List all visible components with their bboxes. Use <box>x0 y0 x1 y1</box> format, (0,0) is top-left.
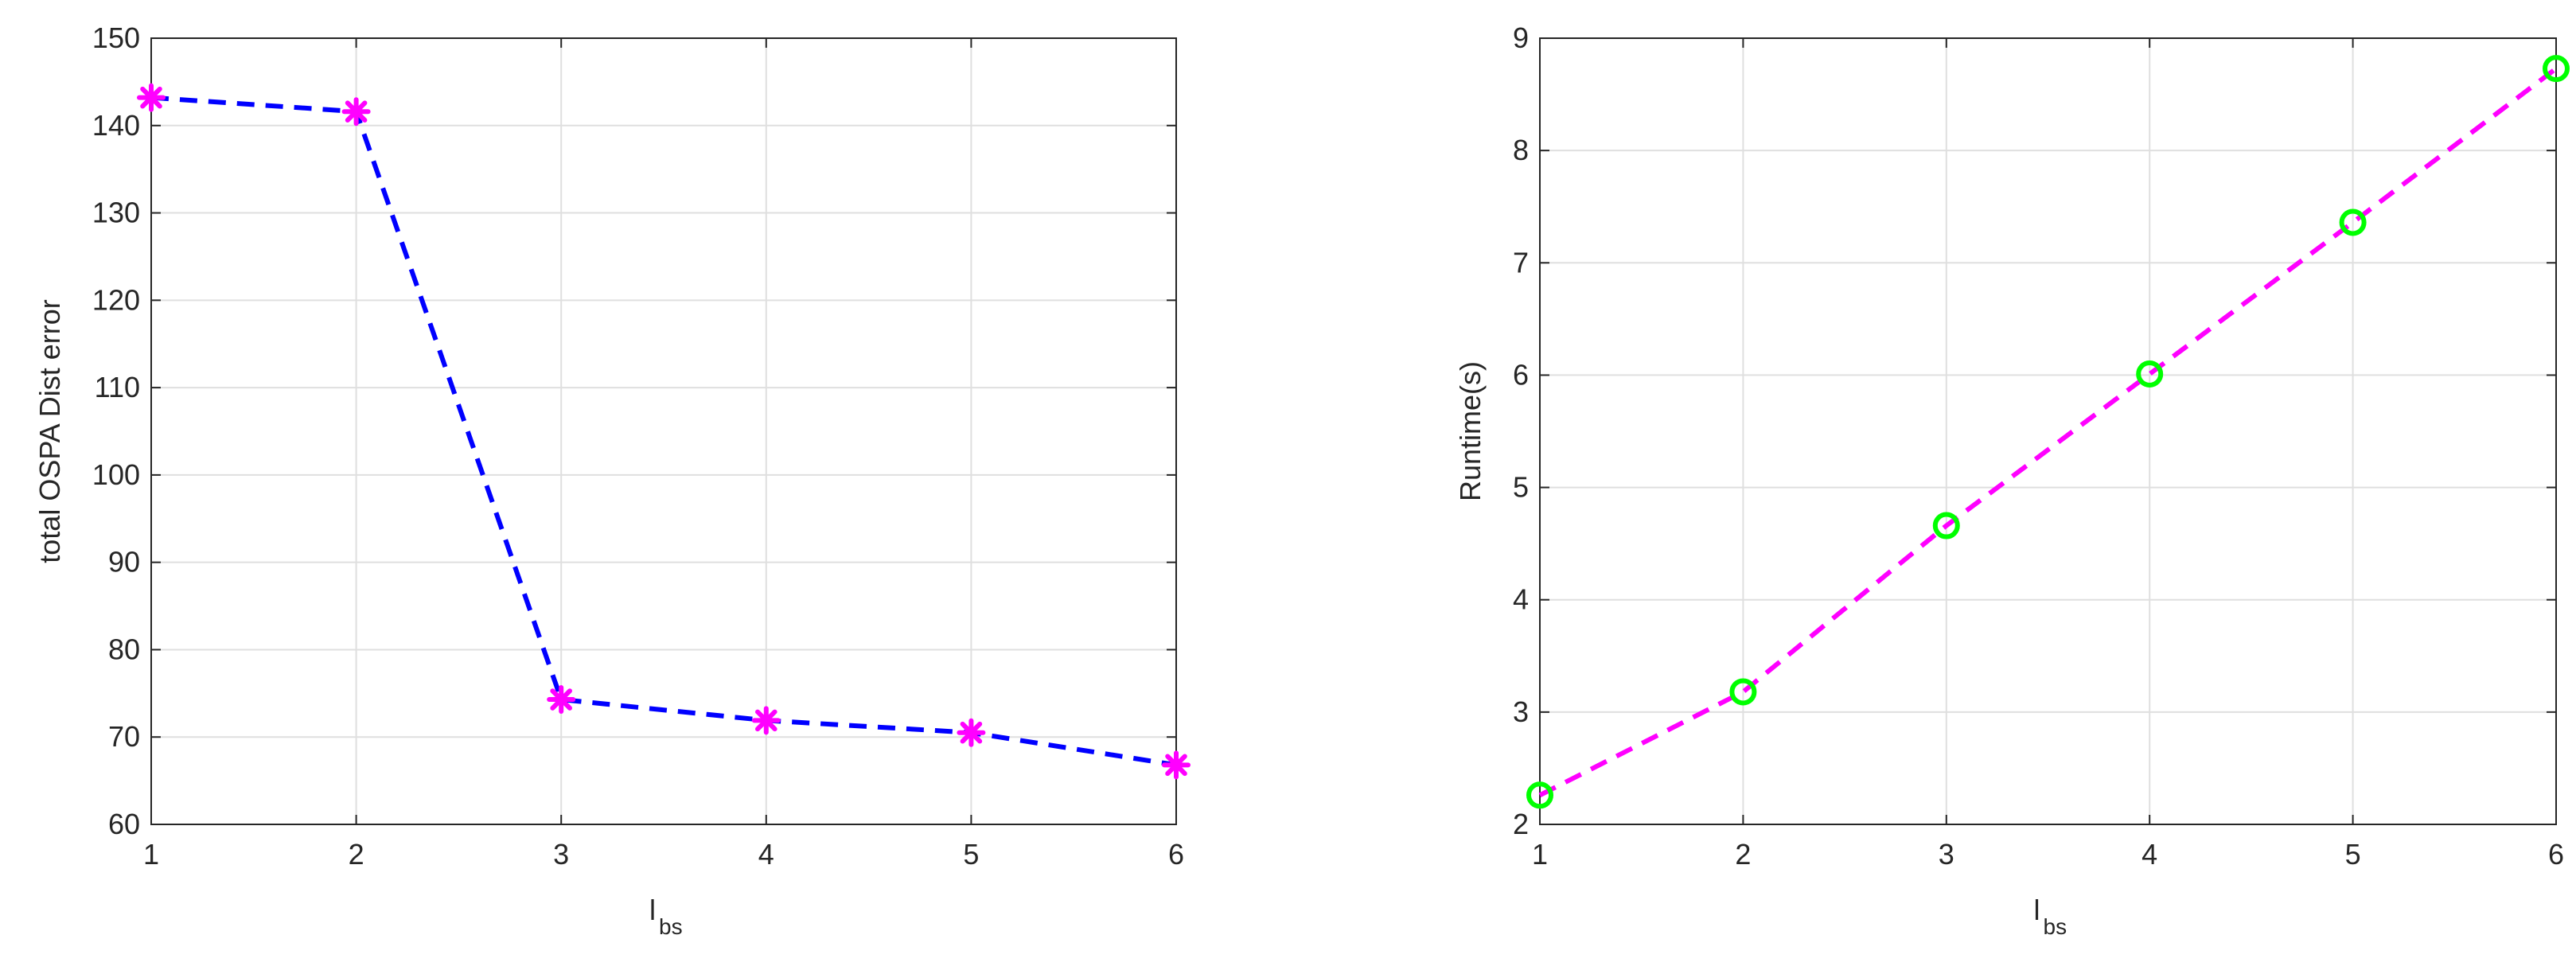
x-tick-label: 1 <box>143 838 159 871</box>
x-tick-label: 3 <box>1939 838 1954 871</box>
y-tick-label: 140 <box>92 109 140 142</box>
y-tick-label: 5 <box>1513 471 1529 504</box>
series-line <box>1538 66 2558 797</box>
y-tick-label: 90 <box>108 546 140 578</box>
plot-area <box>151 38 1176 824</box>
y-tick-label: 7 <box>1513 246 1529 279</box>
x-tick-label: 4 <box>758 838 774 871</box>
data-point-marker <box>1932 512 1960 540</box>
y-tick-label: 60 <box>108 808 140 840</box>
x-axis-label-subscript: bs <box>659 914 683 939</box>
y-tick-label: 100 <box>92 458 140 491</box>
x-tick-label: 5 <box>963 838 979 871</box>
y-tick-label: 2 <box>1513 808 1529 840</box>
y-axis-label: total OSPA Dist error <box>33 299 66 563</box>
data-point-marker <box>2543 55 2570 83</box>
data-point-marker <box>341 97 371 127</box>
x-tick-label: 2 <box>1735 838 1751 871</box>
data-point-marker <box>1162 750 1191 780</box>
marker-stroke <box>140 86 162 109</box>
x-tick-label: 6 <box>1168 838 1184 871</box>
plot-area <box>1540 38 2556 824</box>
x-axis-label: l <box>2034 894 2040 926</box>
x-axis-label-subscript: bs <box>2044 914 2067 939</box>
y-tick-label: 120 <box>92 283 140 316</box>
y-axis-label: Runtime(s) <box>1454 361 1487 501</box>
marker-stroke <box>550 688 572 711</box>
axes-box <box>150 37 1177 825</box>
data-point-marker <box>1729 678 1757 706</box>
series-line <box>150 95 1177 768</box>
chart-ospa-error: 1 2 3 4 5 6 60 70 80 90 100 110 120 130 140 150 lbs total… <box>33 21 1191 939</box>
marker-stroke <box>345 100 368 123</box>
y-tick-label: 80 <box>108 633 140 665</box>
y-tick-label: 70 <box>108 720 140 753</box>
marker-stroke <box>755 709 777 732</box>
y-tick-label: 150 <box>92 21 140 54</box>
axes-box <box>1539 37 2557 825</box>
y-tick-label: 4 <box>1513 583 1529 616</box>
data-point-marker <box>2136 360 2164 388</box>
marker-stroke <box>960 721 983 744</box>
x-axis-label: l <box>649 894 656 926</box>
y-tick-label: 110 <box>95 371 140 403</box>
x-tick-label: 4 <box>2141 838 2157 871</box>
y-tick-label: 8 <box>1513 134 1529 166</box>
data-point-marker <box>957 718 986 747</box>
data-point-marker <box>751 706 781 735</box>
data-point-marker <box>1526 781 1553 809</box>
x-tick-label: 3 <box>553 838 569 871</box>
x-tick-label: 5 <box>2345 838 2361 871</box>
marker-stroke <box>1165 754 1187 777</box>
data-point-marker <box>137 83 166 112</box>
y-tick-label: 9 <box>1513 21 1529 54</box>
y-tick-label: 6 <box>1513 358 1529 391</box>
x-tick-label: 6 <box>2548 838 2564 871</box>
x-tick-label: 2 <box>349 838 364 871</box>
data-point-marker <box>547 685 576 715</box>
y-tick-label: 130 <box>92 197 140 229</box>
data-point-marker <box>2339 208 2367 236</box>
x-tick-label: 1 <box>1532 838 1548 871</box>
y-tick-label: 3 <box>1513 695 1529 728</box>
